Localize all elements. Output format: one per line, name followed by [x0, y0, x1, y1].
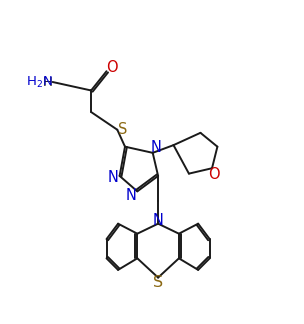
Text: O: O [208, 167, 219, 182]
Text: N: N [107, 170, 118, 185]
Text: H: H [43, 75, 53, 88]
Text: N: N [153, 213, 164, 228]
Text: S: S [118, 122, 127, 137]
Text: S: S [153, 275, 163, 291]
Text: N: N [150, 140, 161, 155]
Text: O: O [106, 60, 118, 75]
Text: $\mathregular{H_2N}$: $\mathregular{H_2N}$ [26, 75, 53, 89]
Text: N: N [126, 189, 136, 203]
